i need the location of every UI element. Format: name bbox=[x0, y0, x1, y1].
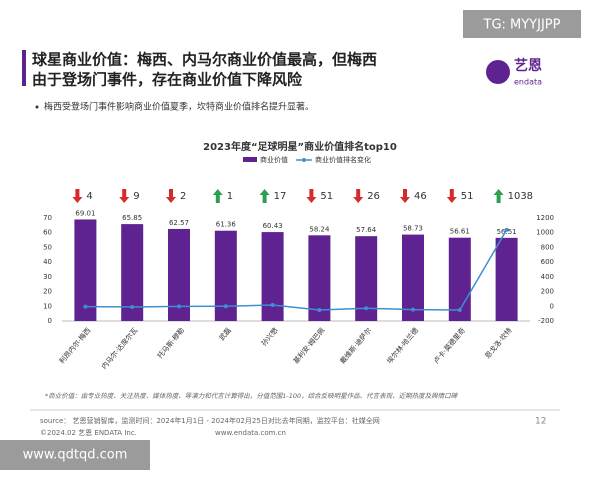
rank-arrow bbox=[306, 189, 317, 203]
bar bbox=[168, 228, 190, 321]
y-tick-label: 0 bbox=[48, 317, 52, 325]
rank-label: 2 bbox=[180, 191, 186, 202]
chart-title: 2023年度“足球明星”商业价值排名top10 bbox=[203, 140, 397, 153]
rank-label: 1 bbox=[227, 191, 233, 202]
footnote: *商业价值：由专业热度、关注热度、媒体热度、导演力和代言计算得出，分值范围1-1… bbox=[45, 392, 459, 400]
x-tick-label: 戴维斯·迪萨尔 bbox=[338, 326, 373, 366]
rank-label: 46 bbox=[414, 191, 427, 202]
y2-tick-label: 400 bbox=[541, 273, 554, 281]
bar bbox=[74, 219, 97, 321]
logo-sub: endata bbox=[514, 78, 542, 87]
y-tick-label: 20 bbox=[43, 288, 52, 296]
watermark-box bbox=[463, 10, 581, 38]
line-point bbox=[411, 307, 415, 312]
x-tick-label: 内马尔·达席尔瓦 bbox=[99, 326, 139, 371]
line-point bbox=[457, 308, 462, 313]
y-tick-label: 40 bbox=[43, 258, 52, 266]
legend-label: 商业价值排名变化 bbox=[315, 155, 371, 164]
title: 由于登场门事件，存在商业价值下降风险 bbox=[32, 71, 303, 89]
rank-label: 9 bbox=[133, 191, 139, 202]
watermark-box bbox=[0, 440, 150, 470]
x-tick-label: 恩戈洛·坎特 bbox=[483, 326, 514, 360]
line-point bbox=[364, 306, 369, 311]
x-tick-label: 托马斯·穆勒 bbox=[155, 326, 186, 360]
y2-tick-label: -200 bbox=[538, 317, 554, 325]
rank-arrow bbox=[400, 189, 410, 203]
bar bbox=[261, 232, 284, 321]
copyright: ©2024.02 艺恩 ENDATA Inc. bbox=[40, 429, 137, 437]
logo-icon bbox=[486, 60, 510, 84]
source: source： 艺恩营销智库，监测时间：2024年1月1日 - 2024年02月… bbox=[40, 416, 380, 425]
bar-label: 69.01 bbox=[75, 209, 95, 217]
line bbox=[85, 229, 508, 311]
bar bbox=[355, 236, 378, 321]
y-tick-label: 70 bbox=[43, 214, 52, 222]
rank-arrow bbox=[259, 189, 270, 203]
line-point bbox=[504, 227, 509, 232]
y-tick-label: 30 bbox=[43, 273, 52, 281]
rank-label: 26 bbox=[367, 191, 380, 202]
line-point bbox=[317, 308, 322, 313]
rank-arrow bbox=[446, 189, 457, 203]
x-tick-label: 武磊 bbox=[217, 326, 233, 343]
watermark: TG: MYYJJPP bbox=[483, 18, 561, 33]
bar bbox=[495, 237, 518, 321]
y-tick-label: 60 bbox=[43, 229, 52, 237]
line-point bbox=[83, 304, 88, 309]
bar-label: 58.73 bbox=[403, 225, 423, 233]
bullet: 梅西受登场门事件影响商业价值夏季，坎特商业价值排名提升显著。 bbox=[44, 101, 314, 113]
rank-arrow bbox=[353, 189, 364, 203]
page-number: 12 bbox=[535, 417, 546, 427]
x-tick-label: 孙兴慜 bbox=[259, 326, 279, 348]
line-point bbox=[177, 304, 181, 309]
y2-tick-label: 200 bbox=[541, 288, 554, 296]
rank-label: 17 bbox=[274, 191, 287, 202]
bar-label: 58.24 bbox=[309, 225, 330, 233]
website: www.endata.com.cn bbox=[215, 429, 286, 437]
bar-label: 57.64 bbox=[356, 226, 377, 234]
rank-arrow bbox=[72, 189, 83, 203]
rank-arrow bbox=[212, 189, 223, 203]
bar-label: 61.36 bbox=[216, 221, 237, 229]
bullet-dot bbox=[35, 105, 39, 109]
x-tick-label: 卢卡·莫德里奇 bbox=[432, 326, 467, 366]
title-bar bbox=[22, 50, 26, 86]
y2-tick-label: 0 bbox=[550, 302, 554, 310]
rank-arrow bbox=[166, 189, 176, 203]
rank-label: 1038 bbox=[508, 191, 533, 202]
rank-label: 4 bbox=[86, 191, 92, 202]
rank-arrow bbox=[119, 189, 130, 203]
bar bbox=[214, 230, 237, 321]
line-point bbox=[270, 303, 275, 308]
rank-label: 51 bbox=[320, 191, 333, 202]
bar-label: 65.85 bbox=[122, 214, 142, 222]
line-point bbox=[223, 304, 228, 309]
bar bbox=[121, 224, 144, 321]
y-tick-label: 10 bbox=[43, 302, 52, 310]
x-tick-label: 埃尔林·哈兰德 bbox=[385, 326, 420, 366]
y2-tick-label: 800 bbox=[541, 243, 554, 251]
line-point bbox=[130, 304, 135, 309]
legend-swatch bbox=[302, 158, 306, 162]
logo: 艺恩 bbox=[514, 57, 542, 74]
y2-tick-label: 1000 bbox=[536, 229, 554, 237]
legend-label: 商业价值 bbox=[260, 155, 288, 164]
rank-arrow bbox=[493, 189, 504, 203]
bar-label: 56.61 bbox=[450, 228, 470, 236]
x-tick-label: 基利安·姆巴佩 bbox=[291, 326, 326, 366]
bar-label: 62.57 bbox=[169, 219, 189, 227]
x-tick-label: 利昂内尔·梅西 bbox=[57, 326, 92, 366]
bar-label: 60.43 bbox=[263, 222, 283, 230]
bar bbox=[308, 235, 331, 321]
rank-label: 51 bbox=[461, 191, 474, 202]
y-tick-label: 50 bbox=[43, 243, 52, 251]
bar bbox=[402, 234, 424, 321]
y2-tick-label: 600 bbox=[541, 258, 554, 266]
y2-tick-label: 1200 bbox=[536, 214, 554, 222]
legend-swatch bbox=[243, 157, 257, 162]
watermark: www.qdtqd.com bbox=[23, 448, 128, 463]
title: 球星商业价值：梅西、内马尔商业价值最高，但梅西 bbox=[32, 51, 377, 69]
